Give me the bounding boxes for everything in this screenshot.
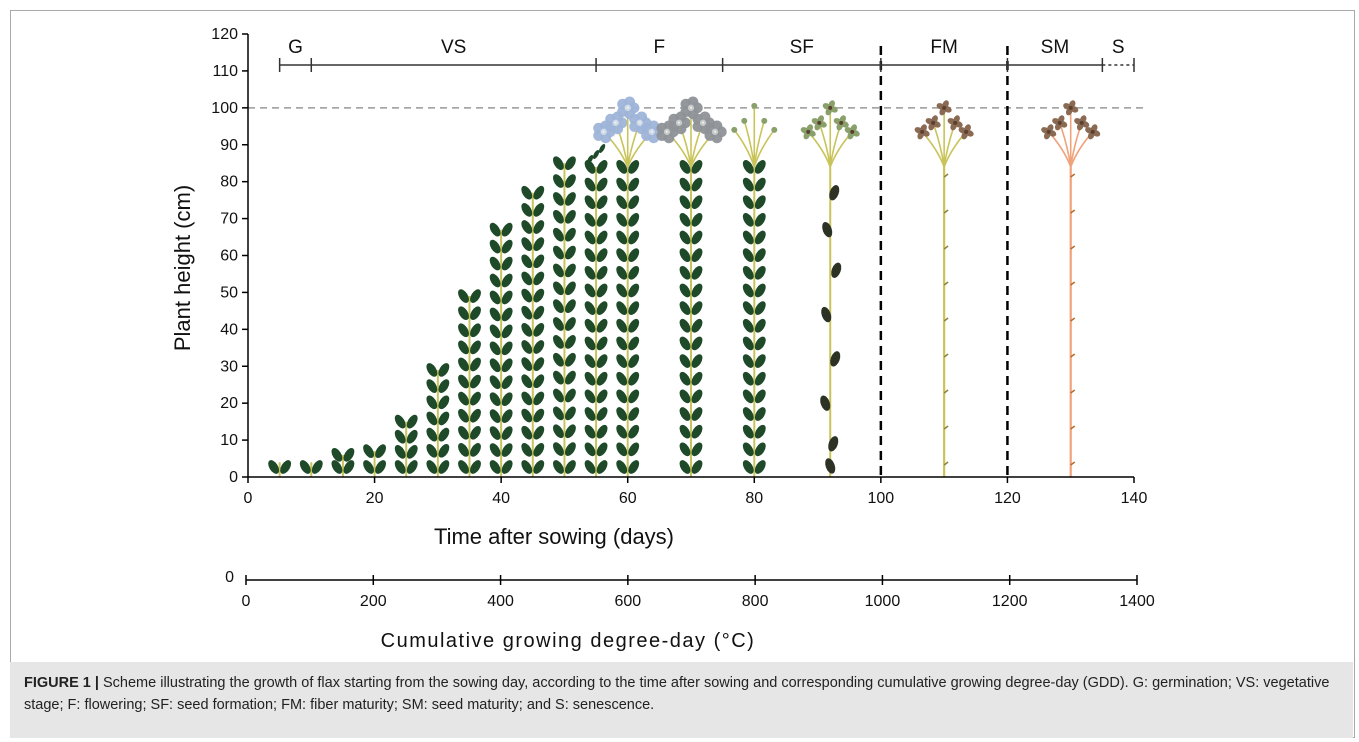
plant-leafy-day-30 bbox=[426, 363, 450, 477]
x-tick-label-120: 120 bbox=[994, 490, 1021, 507]
caption-label: FIGURE 1 | bbox=[24, 675, 99, 691]
x-tick-label-140: 140 bbox=[1121, 490, 1148, 507]
y-tick-label-20: 20 bbox=[220, 395, 238, 412]
plot-layer: G VS F SF FM SM S bbox=[248, 37, 1144, 477]
stage-label-G: G bbox=[288, 37, 303, 58]
y-tick-label-10: 10 bbox=[220, 432, 238, 449]
x-axis-title: Time after sowing (days) bbox=[434, 524, 674, 549]
plant-seed-formation-day-92 bbox=[800, 100, 860, 477]
y-tick-label-0: 0 bbox=[229, 469, 238, 486]
plant-leafy-day-5 bbox=[268, 460, 292, 477]
plant-leafy-day-35 bbox=[458, 289, 481, 477]
secondary-x-tick-label-1400: 1400 bbox=[1119, 593, 1155, 610]
y-tick-label-30: 30 bbox=[220, 358, 238, 375]
plant-leafy-day-10 bbox=[299, 460, 323, 477]
x-tick-label-40: 40 bbox=[492, 490, 510, 507]
plant-budding-day-55 bbox=[584, 144, 608, 477]
x-tick-label-100: 100 bbox=[868, 490, 895, 507]
x-tick-label-0: 0 bbox=[244, 490, 253, 507]
secondary-y-tick-label: 0 bbox=[225, 569, 234, 586]
y-axis-title: Plant height (cm) bbox=[170, 185, 195, 351]
flax-growth-chart: G VS F SF FM SM S 0 10 20 30 40 50 60 70 80 90 100 110 120… bbox=[170, 26, 1155, 652]
y-tick-label-90: 90 bbox=[220, 137, 238, 154]
plant-fiber-maturity-day-110 bbox=[914, 100, 974, 477]
secondary-x-tick-label-600: 600 bbox=[615, 593, 642, 610]
plant-leafy-day-20 bbox=[363, 444, 387, 477]
y-tick-label-80: 80 bbox=[220, 174, 238, 191]
x-tick-label-80: 80 bbox=[745, 490, 763, 507]
secondary-x-axis-title: Cumulative growing degree-day (°C) bbox=[381, 630, 756, 652]
caption-text: Scheme illustrating the growth of flax s… bbox=[24, 675, 1330, 713]
secondary-x-tick-label-1200: 1200 bbox=[992, 593, 1028, 610]
plant-pods-forming-day-80 bbox=[731, 102, 778, 477]
secondary-x-tick-label-800: 800 bbox=[742, 593, 769, 610]
y-tick-label-60: 60 bbox=[220, 248, 238, 265]
plant-leafy-day-45 bbox=[521, 185, 545, 477]
stage-label-F: F bbox=[654, 37, 666, 58]
figure-caption: FIGURE 1 | Scheme illustrating the growt… bbox=[10, 662, 1353, 738]
secondary-x-tick-label-1000: 1000 bbox=[865, 593, 901, 610]
y-tick-label-50: 50 bbox=[220, 284, 238, 301]
stage-label-VS: VS bbox=[441, 37, 466, 58]
secondary-x-tick-label-200: 200 bbox=[360, 593, 387, 610]
plant-flowering-grey-day-70 bbox=[656, 96, 727, 477]
y-tick-label-110: 110 bbox=[212, 63, 238, 80]
y-tick-label-70: 70 bbox=[220, 211, 238, 228]
stage-label-FM: FM bbox=[930, 37, 957, 58]
plant-leafy-day-15 bbox=[331, 448, 355, 477]
y-tick-label-40: 40 bbox=[220, 321, 238, 338]
secondary-x-tick-label-0: 0 bbox=[242, 593, 251, 610]
plant-leafy-day-25 bbox=[394, 414, 418, 477]
y-tick-label-120: 120 bbox=[211, 26, 238, 43]
y-tick-label-100: 100 bbox=[211, 100, 238, 117]
stage-label-S: S bbox=[1112, 37, 1125, 58]
plant-leafy-day-40 bbox=[489, 222, 513, 477]
x-tick-label-20: 20 bbox=[366, 490, 384, 507]
x-tick-label-60: 60 bbox=[619, 490, 637, 507]
stage-label-SF: SF bbox=[790, 37, 814, 58]
plant-seed-maturity-day-130 bbox=[1041, 100, 1101, 477]
plant-flowering-blue-day-60 bbox=[593, 96, 664, 477]
plant-leafy-day-50 bbox=[552, 156, 576, 477]
stage-label-SM: SM bbox=[1041, 37, 1070, 58]
secondary-x-tick-label-400: 400 bbox=[487, 593, 514, 610]
